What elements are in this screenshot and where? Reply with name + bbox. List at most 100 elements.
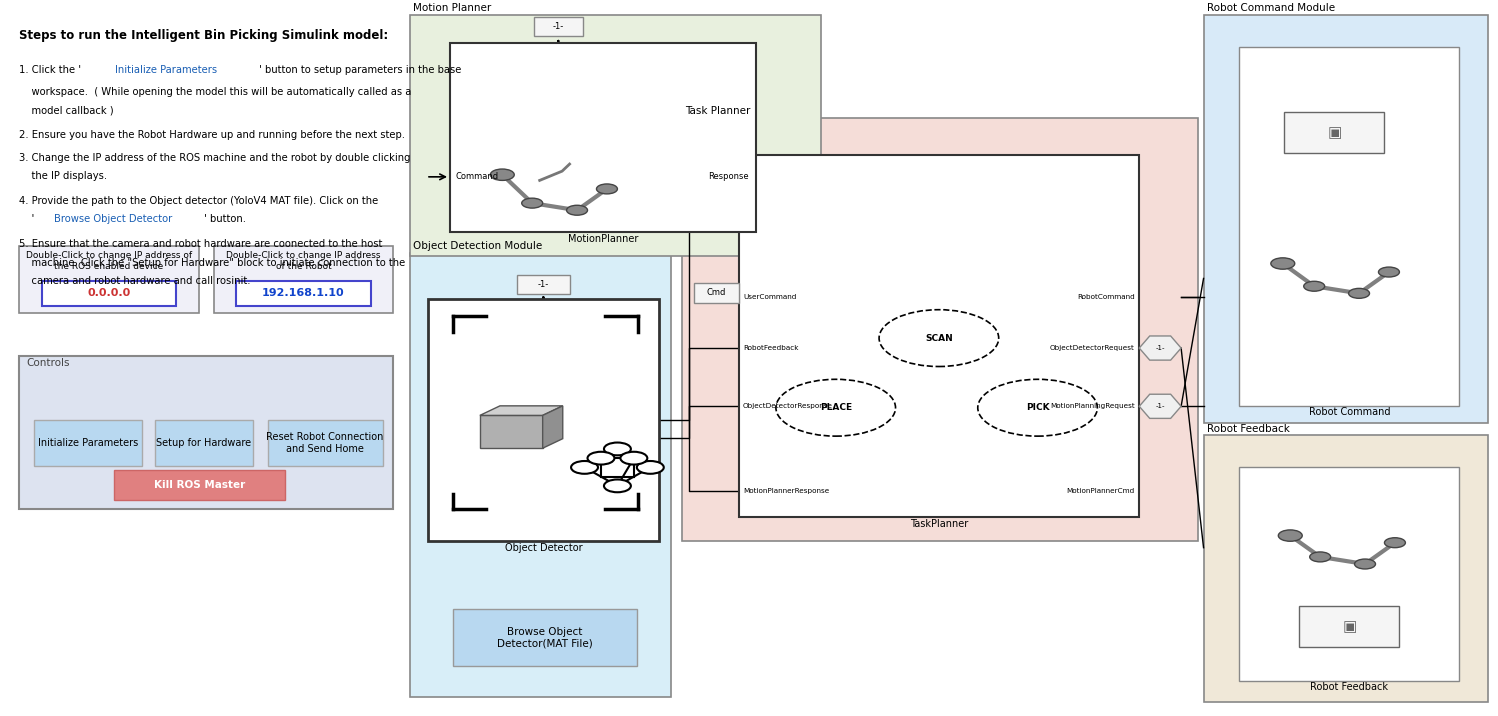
Text: RobotFeedback: RobotFeedback — [743, 345, 798, 351]
Text: ▣: ▣ — [1327, 125, 1342, 140]
Text: ' button to setup parameters in the base: ' button to setup parameters in the base — [259, 64, 461, 74]
Text: TaskPlanner: TaskPlanner — [909, 519, 968, 529]
Text: Object Detection Module: Object Detection Module — [412, 241, 542, 251]
Text: machine. Click the "Setup for Hardware" block to initiate connection to the: machine. Click the "Setup for Hardware" … — [19, 258, 406, 268]
Bar — [409, 253, 671, 697]
Bar — [409, 15, 821, 256]
Circle shape — [1303, 281, 1324, 291]
Text: MotionPlannerCmd: MotionPlannerCmd — [1067, 488, 1135, 494]
Circle shape — [604, 480, 631, 493]
Bar — [739, 155, 1140, 517]
Text: Initialize Parameters: Initialize Parameters — [37, 438, 138, 448]
Text: Cmd: Cmd — [707, 288, 727, 297]
Bar — [1239, 468, 1459, 680]
Circle shape — [1354, 559, 1375, 569]
Circle shape — [566, 205, 587, 216]
Circle shape — [1348, 289, 1369, 299]
Text: Robot Feedback: Robot Feedback — [1311, 682, 1389, 692]
Text: Object Detector: Object Detector — [505, 543, 583, 553]
Circle shape — [587, 452, 614, 465]
Bar — [1203, 15, 1488, 423]
Bar — [533, 17, 583, 37]
Text: model callback ): model callback ) — [19, 105, 114, 115]
Text: Browse Object
Detector(MAT File): Browse Object Detector(MAT File) — [497, 627, 593, 649]
Text: 0.0.0.0: 0.0.0.0 — [87, 289, 130, 299]
Text: -1-: -1- — [553, 22, 563, 31]
Circle shape — [776, 379, 896, 436]
Text: 3. Change the IP address of the ROS machine and the robot by double clicking: 3. Change the IP address of the ROS mach… — [19, 153, 410, 163]
Circle shape — [978, 379, 1098, 436]
Text: Robot Command Module: Robot Command Module — [1206, 4, 1335, 14]
Text: Motion Planner: Motion Planner — [412, 4, 491, 14]
Text: ▣: ▣ — [1342, 619, 1357, 634]
Circle shape — [596, 184, 617, 194]
Text: Controls: Controls — [27, 358, 70, 368]
Text: -1-: -1- — [538, 280, 550, 289]
Bar — [1203, 435, 1488, 702]
Text: Browse Object Detector: Browse Object Detector — [54, 214, 172, 224]
Text: PLACE: PLACE — [819, 403, 852, 412]
Circle shape — [1309, 552, 1330, 562]
Bar — [1284, 112, 1384, 153]
Text: Response: Response — [709, 173, 749, 181]
Text: Double-Click to change IP address
of the Robot: Double-Click to change IP address of the… — [226, 251, 380, 271]
Bar — [682, 118, 1197, 541]
Text: Setup for Hardware: Setup for Hardware — [156, 438, 252, 448]
Circle shape — [604, 442, 631, 455]
Bar — [237, 281, 370, 306]
Circle shape — [1270, 258, 1294, 269]
Text: Task Planner: Task Planner — [685, 107, 750, 117]
Polygon shape — [542, 406, 563, 448]
Text: 4. Provide the path to the Object detector (YoloV4 MAT file). Click on the: 4. Provide the path to the Object detect… — [19, 196, 379, 206]
Text: ObjectDetectorResponse: ObjectDetectorResponse — [743, 403, 833, 410]
Text: Command: Command — [455, 173, 499, 181]
Bar — [1299, 606, 1399, 647]
Bar — [268, 420, 382, 466]
Bar — [114, 470, 286, 500]
Text: MotionPlannerResponse: MotionPlannerResponse — [743, 488, 830, 494]
Text: 2. Ensure you have the Robot Hardware up and running before the next step.: 2. Ensure you have the Robot Hardware up… — [19, 130, 406, 140]
Text: the IP displays.: the IP displays. — [19, 171, 108, 181]
Circle shape — [571, 461, 598, 474]
Circle shape — [1378, 267, 1399, 277]
Text: Double-Click to change IP address of
the ROS enabled device: Double-Click to change IP address of the… — [25, 251, 192, 271]
Bar — [694, 283, 739, 303]
Bar — [42, 281, 177, 306]
Polygon shape — [479, 415, 542, 448]
Circle shape — [1278, 530, 1302, 541]
Text: -1-: -1- — [1155, 403, 1165, 410]
Text: RobotCommand: RobotCommand — [1077, 294, 1135, 300]
Circle shape — [490, 169, 514, 180]
Text: -1-: -1- — [1155, 345, 1165, 351]
Bar — [34, 420, 142, 466]
Circle shape — [637, 461, 664, 474]
Bar — [214, 246, 392, 313]
Bar — [156, 420, 253, 466]
Bar — [427, 299, 659, 541]
Text: Steps to run the Intelligent Bin Picking Simulink model:: Steps to run the Intelligent Bin Picking… — [19, 29, 388, 42]
Text: Initialize Parameters: Initialize Parameters — [115, 64, 217, 74]
Polygon shape — [479, 406, 563, 415]
Circle shape — [620, 452, 647, 465]
Circle shape — [879, 310, 999, 367]
Text: workspace.  ( While opening the model this will be automatically called as a: workspace. ( While opening the model thi… — [19, 87, 412, 97]
Bar — [19, 246, 199, 313]
Bar — [1239, 47, 1459, 405]
Bar — [19, 356, 392, 508]
Text: 5. Ensure that the camera and robot hardware are coonected to the host: 5. Ensure that the camera and robot hard… — [19, 238, 382, 248]
Text: Robot Feedback: Robot Feedback — [1206, 424, 1290, 434]
Text: MotionPlanningRequest: MotionPlanningRequest — [1050, 403, 1135, 410]
Circle shape — [1384, 538, 1405, 548]
Text: Kill ROS Master: Kill ROS Master — [154, 480, 246, 490]
Text: Robot Command: Robot Command — [1309, 407, 1390, 417]
Text: ': ' — [19, 214, 34, 224]
Circle shape — [521, 198, 542, 208]
Bar — [517, 275, 569, 294]
Text: SCAN: SCAN — [926, 334, 953, 342]
Text: PICK: PICK — [1026, 403, 1050, 412]
Text: Reset Robot Connection
and Send Home: Reset Robot Connection and Send Home — [267, 432, 383, 454]
Text: ' button.: ' button. — [204, 214, 246, 224]
Bar — [452, 609, 637, 667]
Polygon shape — [1140, 395, 1180, 418]
Text: 192.168.1.10: 192.168.1.10 — [262, 289, 345, 299]
